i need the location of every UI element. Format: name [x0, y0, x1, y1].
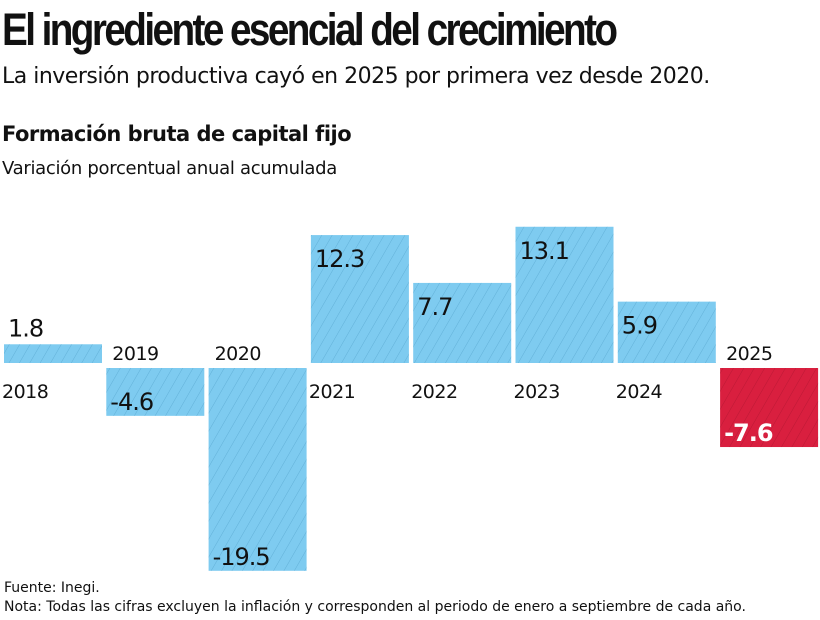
- bar-hatch-2025: [720, 368, 819, 448]
- value-label: -7.6: [724, 419, 773, 447]
- bar-hatch-2022: [413, 282, 512, 363]
- page-subtitle: La inversión productiva cayó en 2025 por…: [2, 64, 710, 89]
- value-label: 12.3: [315, 245, 364, 273]
- page-title: El ingrediente esencial del crecimiento: [2, 4, 618, 55]
- category-label: 2020: [215, 343, 261, 365]
- value-label: -19.5: [213, 543, 270, 571]
- category-label: 2022: [411, 381, 457, 403]
- bar-hatch-2024: [617, 301, 716, 363]
- category-label: 2024: [616, 381, 663, 403]
- value-label: -4.6: [110, 388, 153, 416]
- bar-hatch-2023: [515, 226, 614, 363]
- category-label: 2021: [309, 381, 355, 403]
- chart-title: Formación bruta de capital fijo: [2, 122, 352, 146]
- value-label: 13.1: [520, 237, 569, 265]
- source-note: Fuente: Inegi.: [4, 580, 100, 596]
- category-label: 2019: [112, 343, 158, 365]
- category-label: 2018: [2, 381, 48, 403]
- category-label: 2023: [514, 381, 560, 403]
- bar-hatch-2020: [208, 368, 307, 571]
- chart-subtitle: Variación porcentual anual acumulada: [2, 158, 338, 179]
- footnote: Nota: Todas las cifras excluyen la infla…: [4, 599, 746, 615]
- bar-hatch-2019: [106, 368, 205, 416]
- value-label: 7.7: [417, 293, 452, 321]
- bar-hatch-2018: [4, 344, 102, 363]
- value-label: 1.8: [8, 314, 43, 342]
- bar-hatch-2021: [310, 235, 409, 363]
- value-label: 5.9: [622, 312, 657, 340]
- category-label: 2025: [726, 343, 772, 365]
